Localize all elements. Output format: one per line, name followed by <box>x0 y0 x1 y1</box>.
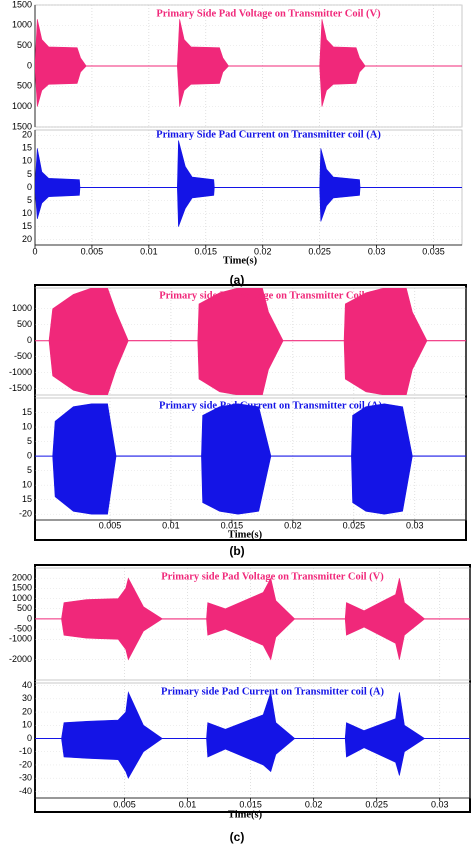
y-tick-label: 15 <box>22 407 32 417</box>
y-tick-label: -2000 <box>9 654 32 664</box>
y-tick-label: 1000 <box>12 593 32 603</box>
envelope-upper <box>52 403 466 457</box>
y-tick-label: 10 <box>22 720 32 730</box>
y-tick-label: 5 <box>27 195 32 205</box>
y-tick-label: 1000 <box>12 303 32 313</box>
envelope-lower <box>52 455 466 515</box>
y-tick-label: -1000 <box>9 634 32 644</box>
y-tick-label: 5 <box>27 436 32 446</box>
y-tick-label: 0 <box>27 450 32 460</box>
caption: (b) <box>229 544 244 558</box>
y-tick-label: 1000 <box>12 20 32 30</box>
envelope-upper <box>35 19 462 67</box>
x-tick-label: 0.01 <box>140 246 158 256</box>
x-tick-label: 0.01 <box>162 520 180 530</box>
x-tick-label: 0.035 <box>422 246 445 256</box>
x-tick-label: 0.025 <box>365 799 388 809</box>
y-tick-label: 0 <box>27 335 32 345</box>
y-tick-label: 15 <box>22 494 32 504</box>
y-tick-label: 15 <box>22 221 32 231</box>
x-tick-label: 0.03 <box>368 246 386 256</box>
y-tick-label: -1500 <box>9 383 32 393</box>
y-tick-label: 1500 <box>12 583 32 593</box>
y-tick-label: -20 <box>19 759 32 769</box>
x-tick-label: 0 <box>32 246 37 256</box>
x-tick-label: 0.03 <box>431 799 449 809</box>
y-tick-label: -1000 <box>9 367 32 377</box>
x-tick-label: 0.005 <box>99 520 122 530</box>
x-tick-label: 0.005 <box>113 799 136 809</box>
y-tick-label: 1500 <box>12 0 32 9</box>
x-axis-label: Time(s) <box>228 809 263 820</box>
traces <box>35 288 466 395</box>
x-tick-label: 0.02 <box>305 799 323 809</box>
y-tick-label: -10 <box>19 746 32 756</box>
x-tick-label: 0.02 <box>284 520 302 530</box>
y-tick-label: 10 <box>22 208 32 218</box>
x-tick-label: 0.015 <box>221 520 244 530</box>
subplot-title: Primary side Pad Voltage on Transmitter … <box>161 571 384 582</box>
y-tick-label: 20 <box>22 706 32 716</box>
y-tick-label: 500 <box>17 40 32 50</box>
y-tick-label: -20 <box>19 509 32 519</box>
x-tick-label: 0.02 <box>254 246 272 256</box>
y-tick-label: 20 <box>22 130 32 140</box>
x-axis-label: Time(s) <box>223 255 258 266</box>
y-tick-label: 30 <box>22 693 32 703</box>
envelope-lower <box>61 618 470 661</box>
envelope-lower <box>61 738 470 779</box>
envelope-lower <box>35 187 462 227</box>
traces <box>35 577 470 661</box>
envelope-upper <box>61 691 470 739</box>
y-tick-label: -500 <box>14 623 32 633</box>
envelope-lower <box>48 340 466 395</box>
y-tick-label: 5 <box>27 465 32 475</box>
y-tick-label: -500 <box>14 351 32 361</box>
y-tick-label: 2000 <box>12 573 32 583</box>
x-tick-label: 0.005 <box>81 246 104 256</box>
subplot-title: Primary Side Pad Voltage on Transmitter … <box>156 8 381 19</box>
traces <box>35 403 466 515</box>
caption: (a) <box>230 273 245 287</box>
x-tick-label: 0.025 <box>343 520 366 530</box>
x-tick-label: 0.03 <box>406 520 424 530</box>
subplot-title: Primary side Pad Current on Transmitter … <box>159 400 382 411</box>
y-tick-label: 1500 <box>12 121 32 131</box>
y-tick-label: 500 <box>17 603 32 613</box>
traces <box>35 691 470 779</box>
subplot-title: Primary Side Pad Current on Transmitter … <box>156 129 381 140</box>
envelope-upper <box>61 577 470 620</box>
traces <box>35 140 462 227</box>
envelope-upper <box>35 140 462 188</box>
y-tick-label: 0 <box>27 733 32 743</box>
y-tick-label: 10 <box>22 480 32 490</box>
y-tick-label: 0 <box>27 613 32 623</box>
y-tick-label: 5 <box>27 169 32 179</box>
y-tick-label: 0 <box>27 182 32 192</box>
envelope-upper <box>48 288 466 342</box>
traces <box>35 19 462 107</box>
subplot-title: Primary side Pad Current on Transmitter … <box>161 686 384 697</box>
y-tick-label: -30 <box>19 773 32 783</box>
y-tick-label: 40 <box>22 680 32 690</box>
y-tick-label: 15 <box>22 143 32 153</box>
y-tick-label: 1000 <box>12 101 32 111</box>
y-tick-label: 500 <box>17 319 32 329</box>
x-tick-label: 0.015 <box>195 246 218 256</box>
y-tick-label: 500 <box>17 81 32 91</box>
subplot-title: Primary side Pad Voltage on Transmitter … <box>159 290 382 301</box>
x-axis-label: Time(s) <box>228 529 263 540</box>
y-tick-label: 0 <box>27 60 32 70</box>
caption: (c) <box>230 830 245 844</box>
y-tick-label: 10 <box>22 421 32 431</box>
x-tick-label: 0.025 <box>308 246 331 256</box>
y-tick-label: 10 <box>22 156 32 166</box>
x-tick-label: 0.015 <box>239 799 262 809</box>
y-tick-label: -40 <box>19 786 32 796</box>
x-tick-label: 0.01 <box>179 799 197 809</box>
y-tick-label: 20 <box>22 234 32 244</box>
envelope-lower <box>35 65 462 107</box>
